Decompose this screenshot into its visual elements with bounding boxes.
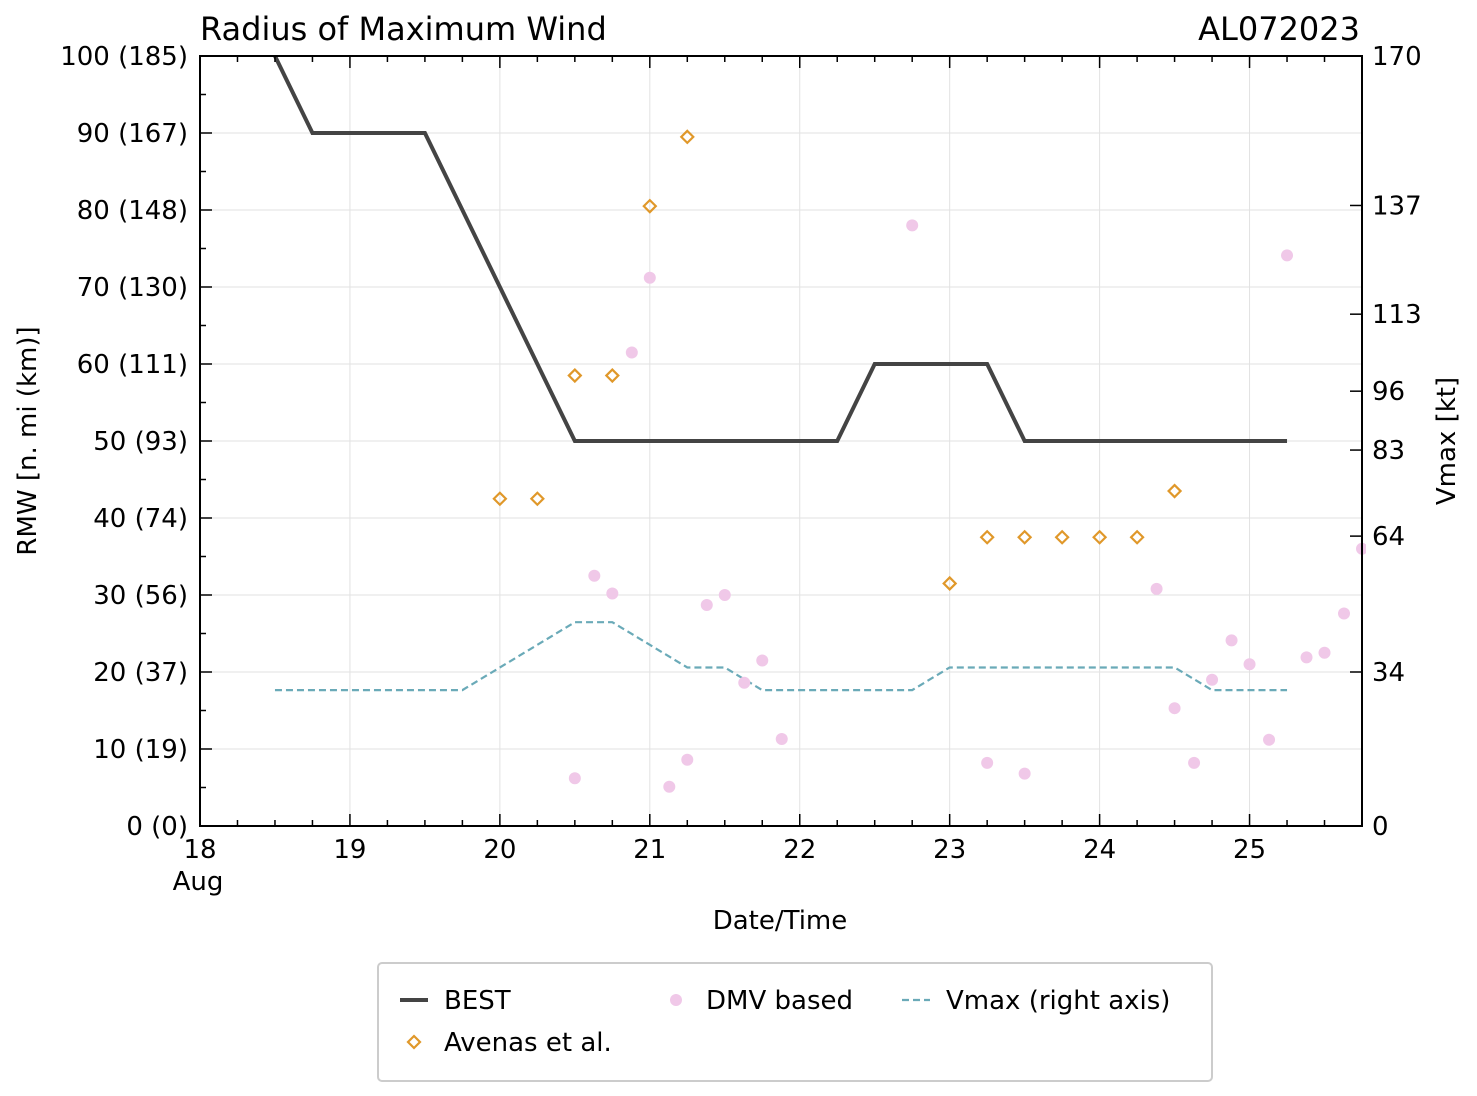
x-tick-label: 21 — [633, 835, 666, 865]
y-tick-label: 80 (148) — [77, 196, 188, 226]
dmv-point — [738, 676, 751, 689]
legend-box — [377, 962, 1213, 1082]
vmax-line — [274, 621, 1288, 692]
dmv-point — [700, 599, 713, 612]
dmv-point — [606, 587, 619, 600]
x-tick-label: 25 — [1233, 835, 1266, 865]
x-tick-label: 20 — [483, 835, 516, 865]
y-tick-label: 50 (93) — [93, 427, 188, 457]
dmv-point — [1263, 733, 1276, 746]
legend-swatch-dmv — [670, 994, 682, 1006]
avenas-point — [1167, 483, 1183, 499]
avenas-point — [567, 367, 583, 384]
y-tick-label: 40 (74) — [93, 504, 188, 534]
best-track-line — [273, 55, 1288, 443]
dmv-point — [1188, 756, 1201, 769]
dmv-point — [1150, 582, 1163, 595]
dmv-point — [1206, 673, 1219, 686]
y-right-tick-label: 137 — [1372, 191, 1422, 221]
dmv-point — [1018, 767, 1031, 780]
x-tick-label: 18 — [183, 835, 216, 865]
avenas-point — [1129, 529, 1145, 545]
y-right-axis-label: Vmax [kt] — [1432, 377, 1462, 505]
y-tick-label: 20 (37) — [93, 658, 188, 688]
x-tick-label: 19 — [333, 835, 366, 865]
y-tick-label: 100 (185) — [60, 42, 188, 72]
x-tick-label: 23 — [933, 835, 966, 865]
series-clip-group — [273, 55, 1366, 793]
dmv-point — [1225, 634, 1238, 647]
dmv-point — [1168, 702, 1181, 715]
axes: 18 19 20 21 22 23 24 25 0 (0) 10 (19) 20 (37) 30 (5… — [60, 42, 1421, 865]
legend-label: Vmax (right axis) — [946, 986, 1170, 1016]
dmv-point — [1243, 658, 1256, 671]
dmv-point — [718, 589, 731, 601]
dmv-point — [588, 569, 601, 582]
dmv-point — [625, 346, 638, 359]
legend-label: DMV based — [706, 986, 853, 1016]
y-tick-label: 60 (111) — [77, 350, 188, 380]
avenas-point — [529, 491, 545, 507]
avenas-point — [979, 529, 995, 545]
dmv-point — [775, 732, 788, 745]
dmv-point — [756, 654, 769, 667]
x-tick-label: 22 — [783, 835, 816, 865]
y-tick-label: 70 (130) — [77, 273, 188, 303]
avenas-point — [1092, 529, 1108, 545]
y-right-tick-label: 0 — [1372, 812, 1389, 842]
dmv-point — [906, 219, 919, 232]
dmv-point — [1338, 607, 1351, 620]
chart-title: Radius of Maximum Wind — [200, 10, 607, 48]
dmv-point — [643, 271, 656, 284]
y-axis-label: RMW [n. mi (km)] — [13, 326, 43, 555]
y-tick-label: 90 (167) — [77, 119, 188, 149]
legend-label: Avenas et al. — [444, 1028, 612, 1058]
avenas-point — [1017, 529, 1033, 545]
x-tick-label: 24 — [1083, 835, 1116, 865]
dmv-point — [568, 772, 581, 785]
y-right-tick-label: 34 — [1372, 658, 1405, 688]
dmv-point — [681, 753, 694, 766]
dmv-point — [1300, 651, 1313, 664]
dmv-point — [1281, 249, 1294, 262]
y-right-tick-label: 96 — [1372, 377, 1405, 407]
avenas-point — [604, 367, 620, 384]
avenas-point — [942, 575, 958, 592]
y-right-tick-label: 170 — [1372, 42, 1422, 72]
series-layer — [273, 55, 1366, 793]
y-right-tick-label: 64 — [1372, 522, 1405, 552]
x-month-label: Aug — [173, 867, 224, 897]
x-axis-label: Date/Time — [713, 906, 848, 936]
y-tick-label: 30 (56) — [93, 581, 188, 611]
legend-label: BEST — [444, 986, 511, 1016]
dmv-point — [663, 780, 676, 793]
legend-swatch-avenas — [406, 1034, 422, 1050]
avenas-point — [679, 129, 695, 145]
storm-id-label: AL072023 — [1198, 10, 1360, 48]
y-tick-label: 10 (19) — [93, 735, 188, 765]
y-right-tick-label: 113 — [1372, 300, 1422, 330]
dmv-point — [1318, 646, 1331, 659]
dmv-point — [981, 756, 994, 769]
legend: BEST DMV based Vmax (right axis) Avenas et … — [377, 962, 1213, 1082]
y-right-tick-label: 83 — [1372, 436, 1405, 466]
avenas-point — [1054, 529, 1070, 545]
avenas-point — [642, 198, 658, 214]
y-tick-label: 0 (0) — [126, 812, 188, 842]
avenas-point — [492, 491, 508, 507]
